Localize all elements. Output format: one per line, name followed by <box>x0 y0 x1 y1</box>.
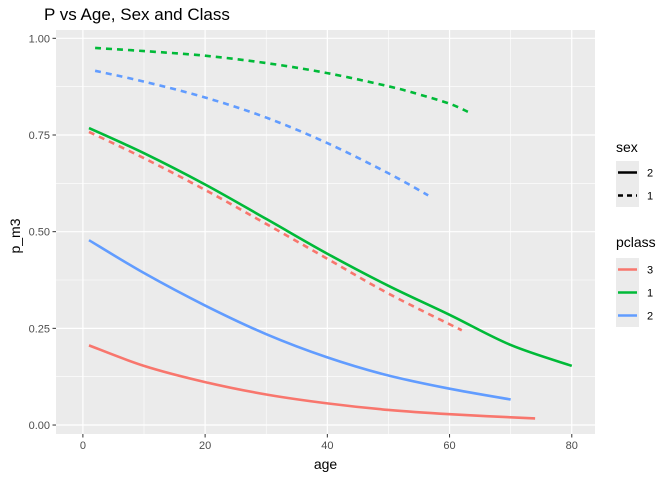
y-axis: 0.00 0.25 0.50 0.75 1.00 <box>29 33 56 432</box>
y-tick-label: 0.50 <box>29 227 50 239</box>
legend-label-sex-2: 2 <box>647 168 653 180</box>
x-tick-label: 20 <box>199 440 211 452</box>
x-tick-label: 60 <box>443 440 455 452</box>
legend-label-pclass-3: 3 <box>647 265 653 277</box>
legend-label-pclass-2: 2 <box>647 311 653 323</box>
x-axis: 0 20 40 60 80 <box>80 434 578 452</box>
grid <box>56 30 595 434</box>
series-line-pclass1-sex2 <box>88 126 573 368</box>
y-axis-title: p_m3 <box>7 218 23 253</box>
series-line-pclass3-sex1 <box>88 130 463 332</box>
y-tick-label: 0.25 <box>29 323 50 335</box>
y-tick-label: 1.00 <box>29 33 50 45</box>
legend-label-sex-1: 1 <box>647 191 653 203</box>
x-tick-label: 0 <box>80 440 86 452</box>
y-tick-label: 0.75 <box>29 130 50 142</box>
x-tick-label: 80 <box>566 440 578 452</box>
series-line-pclass3-sex2 <box>88 344 536 420</box>
chart-title: P vs Age, Sex and Class <box>44 5 230 24</box>
series-line-pclass2-sex1 <box>94 69 429 197</box>
y-tick-label: 0.00 <box>29 420 50 432</box>
legends: sex 2 1 pclass 3 1 2 <box>616 139 656 327</box>
x-axis-title: age <box>314 456 338 472</box>
legend-label-pclass-1: 1 <box>647 288 653 300</box>
legend-title-sex: sex <box>616 139 638 155</box>
series-layer <box>88 46 573 420</box>
legend-title-pclass: pclass <box>616 234 656 250</box>
series-line-pclass2-sex2 <box>88 239 511 401</box>
x-tick-label: 40 <box>321 440 333 452</box>
series-line-pclass1-sex1 <box>95 46 469 113</box>
